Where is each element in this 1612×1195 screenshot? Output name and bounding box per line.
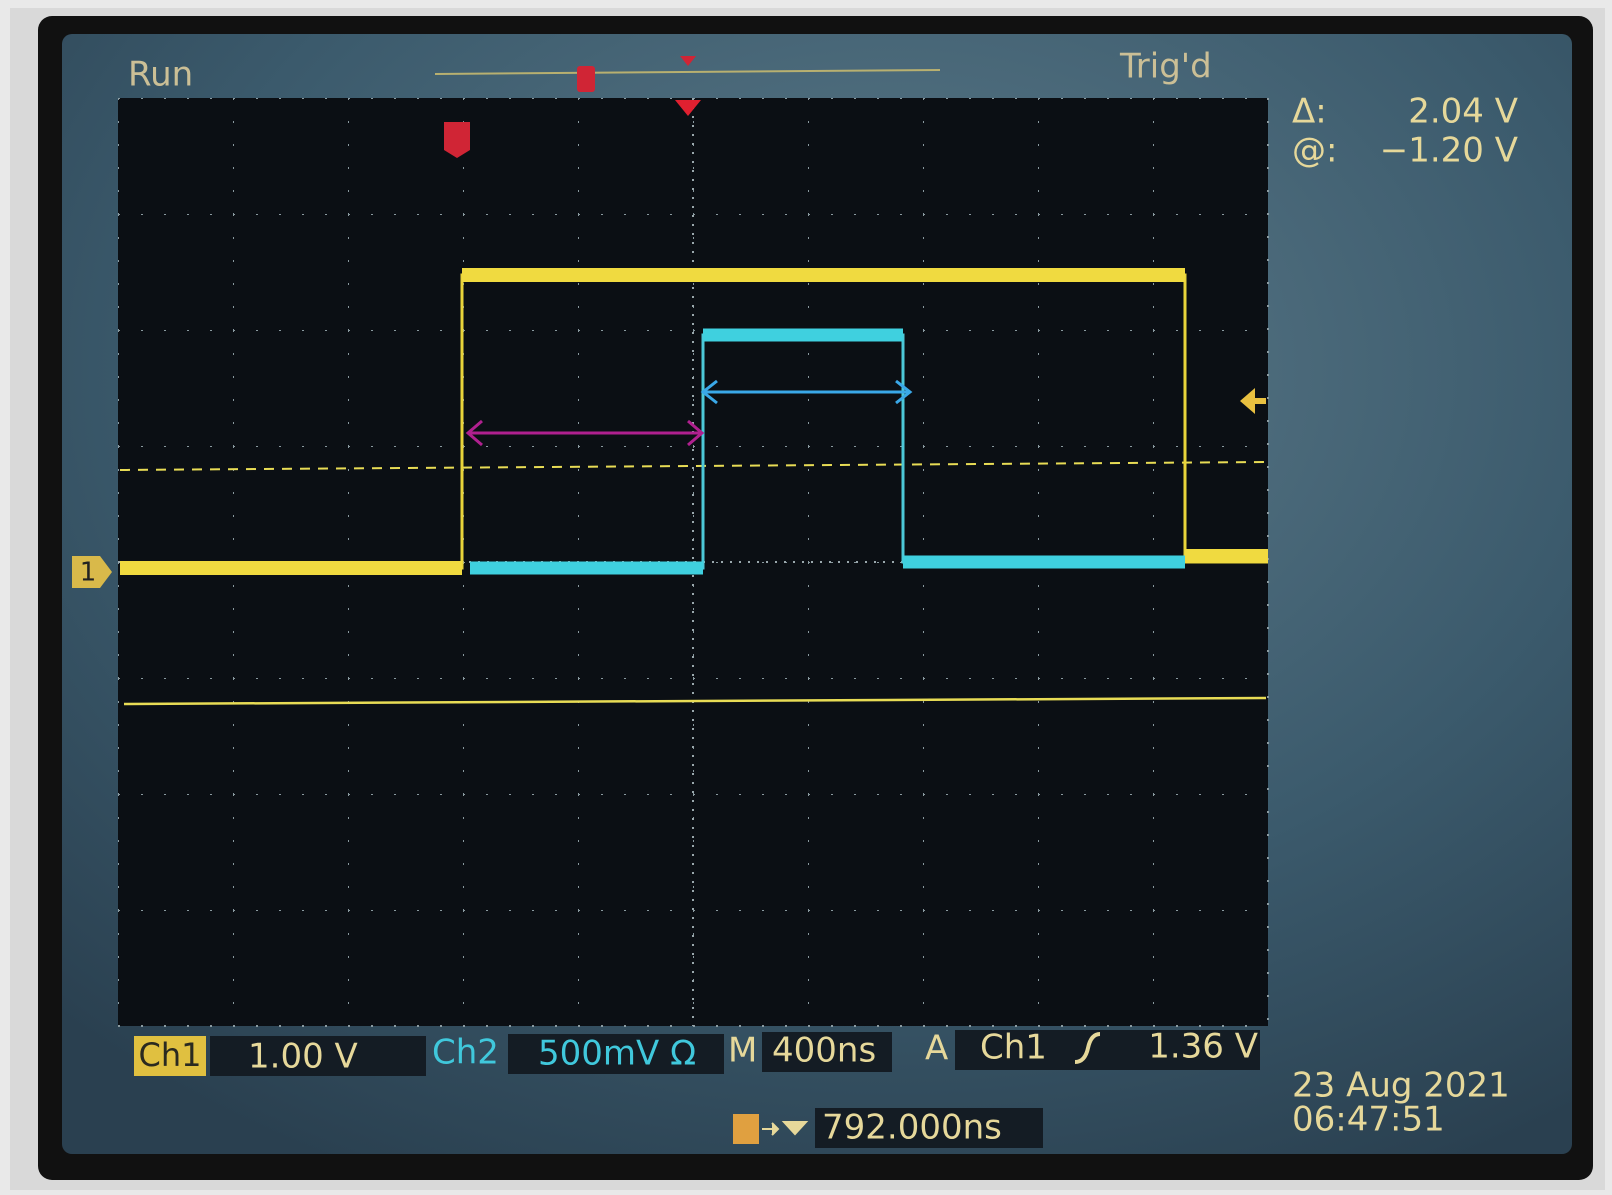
readout-box <box>955 1030 1260 1070</box>
trigger-offset-icon <box>733 1114 759 1144</box>
ch1-badge <box>134 1036 206 1076</box>
at-label: @: <box>1292 131 1337 171</box>
trigger-offset-arrow <box>762 1121 809 1136</box>
time-label: M <box>728 1031 757 1071</box>
trigger-pos-marker <box>577 66 595 92</box>
ch1-ground-marker <box>72 556 112 588</box>
trigger-source: Ch1 <box>980 1028 1047 1068</box>
ch2-label: Ch2 <box>432 1033 499 1073</box>
ch2-trace <box>470 328 1185 575</box>
trigger-status: Trig'd <box>1119 47 1212 87</box>
magenta-arrow <box>465 419 705 447</box>
trigger-label: A <box>925 1029 948 1069</box>
record-bar <box>434 69 941 75</box>
run-status: Run <box>128 55 193 95</box>
blue-arrow <box>700 379 913 405</box>
time-scale: 400ns <box>772 1031 876 1071</box>
trigger-marker <box>444 122 470 158</box>
date: 23 Aug 2021 <box>1292 1066 1510 1106</box>
cursor-line <box>119 461 1267 471</box>
ch2-scale: 500mV Ω <box>538 1034 696 1074</box>
at-value: −1.20 V <box>1380 131 1518 171</box>
ch1-marker-label: 1 <box>80 558 97 588</box>
time: 06:47:51 <box>1292 1100 1445 1140</box>
readout-box <box>210 1036 426 1076</box>
ch1-label: Ch1 <box>139 1036 202 1074</box>
readout-box <box>762 1032 892 1072</box>
cursor-line <box>123 696 1267 706</box>
center-marker <box>675 100 701 116</box>
trigger-level-marker <box>1240 388 1266 414</box>
ch1-scale: 1.00 V <box>248 1037 358 1077</box>
readout-box <box>508 1034 724 1074</box>
trigger-offset: 792.000ns <box>822 1108 1002 1148</box>
delta-label: Δ: <box>1292 92 1327 132</box>
ch1-trace <box>120 268 1268 575</box>
trigger-level: 1.36 V <box>1148 1027 1258 1067</box>
rising-edge-icon <box>1074 1032 1101 1064</box>
delta-value: 2.04 V <box>1408 92 1518 132</box>
readout-box <box>815 1108 1043 1148</box>
center-marker <box>680 56 696 66</box>
